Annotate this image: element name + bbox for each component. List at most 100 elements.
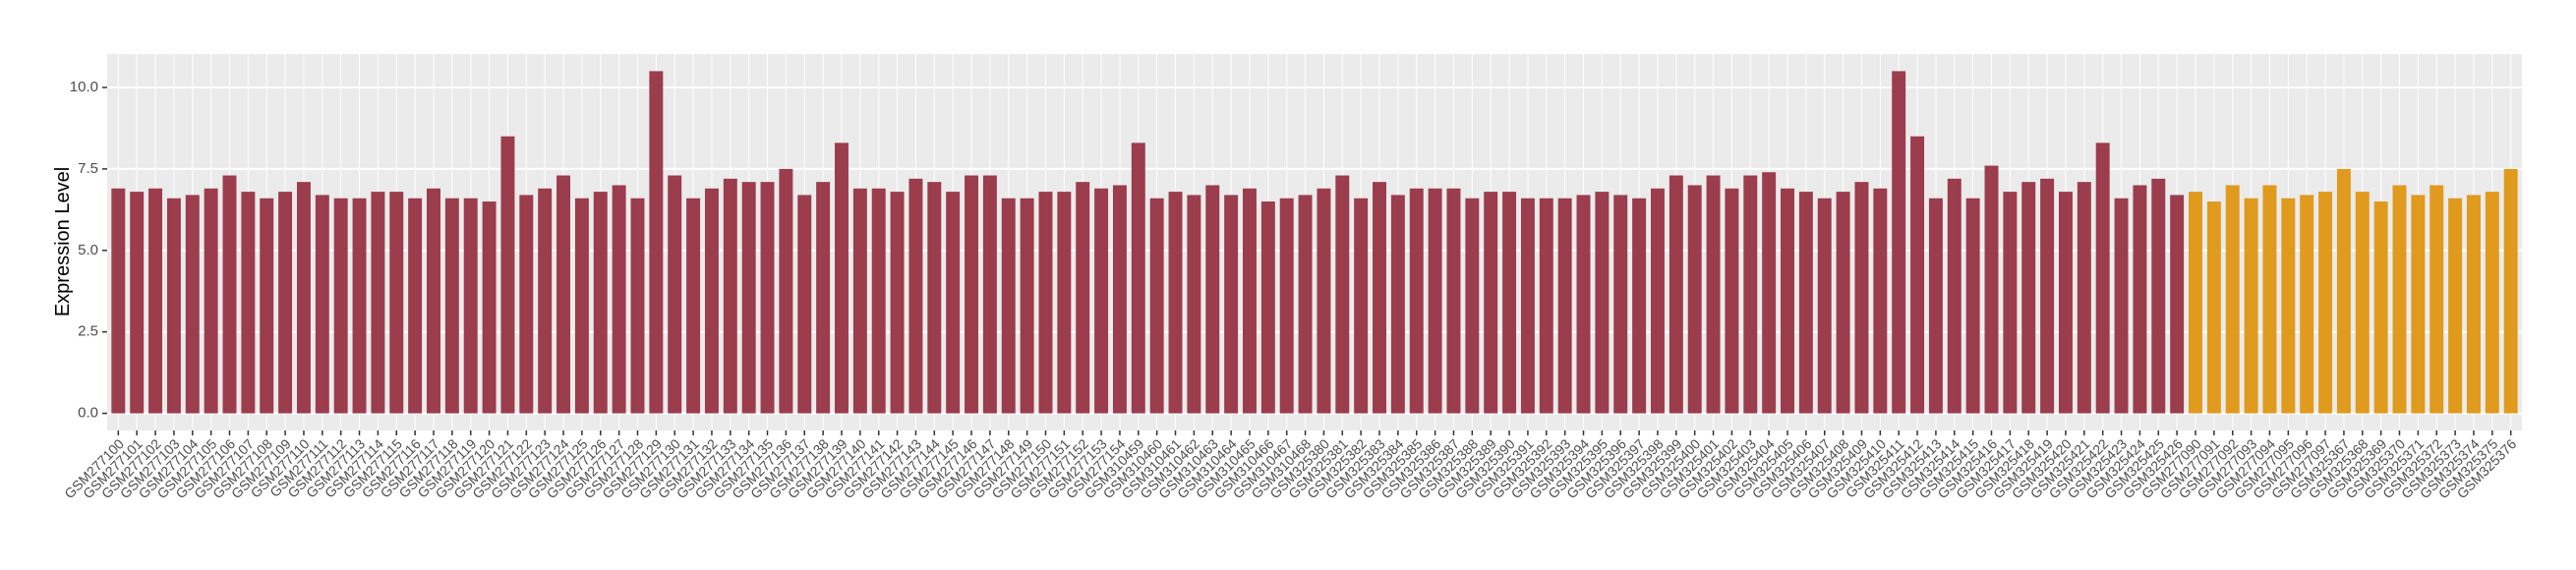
bar bbox=[1947, 178, 1961, 414]
bar bbox=[2373, 201, 2388, 414]
bar bbox=[556, 175, 571, 414]
bar bbox=[1390, 195, 1405, 414]
bar bbox=[779, 168, 793, 414]
bar bbox=[427, 188, 440, 414]
bar bbox=[1502, 192, 1517, 414]
bar bbox=[2021, 182, 2036, 414]
bar bbox=[1076, 182, 1090, 414]
bar bbox=[1168, 192, 1183, 414]
bar bbox=[574, 198, 589, 414]
bar bbox=[2392, 185, 2407, 414]
bar bbox=[296, 182, 311, 414]
bar bbox=[835, 142, 849, 414]
bar bbox=[352, 198, 367, 414]
bar bbox=[1928, 198, 1943, 414]
bar bbox=[1854, 182, 1869, 414]
bar bbox=[482, 201, 497, 414]
bar bbox=[519, 195, 534, 414]
bar bbox=[2095, 142, 2110, 414]
bar bbox=[2040, 178, 2055, 414]
bar bbox=[723, 178, 737, 414]
bar bbox=[2262, 185, 2277, 414]
bar bbox=[130, 192, 145, 414]
bar bbox=[241, 192, 256, 414]
bar bbox=[185, 195, 200, 414]
bar bbox=[2336, 168, 2351, 414]
bar bbox=[2411, 195, 2426, 414]
bar bbox=[1539, 198, 1553, 414]
bar bbox=[741, 182, 756, 414]
bar bbox=[1836, 192, 1850, 414]
bar bbox=[1873, 188, 1888, 414]
bar bbox=[371, 192, 385, 414]
bar bbox=[1354, 198, 1369, 414]
bar bbox=[1001, 198, 1016, 414]
bar bbox=[612, 185, 626, 414]
bar bbox=[927, 182, 942, 414]
bar bbox=[1576, 195, 1591, 414]
bar bbox=[1205, 185, 1220, 414]
bar bbox=[1224, 195, 1239, 414]
bar bbox=[982, 175, 997, 414]
bar bbox=[1650, 188, 1665, 414]
bar bbox=[2355, 192, 2370, 414]
bar bbox=[797, 195, 812, 414]
bar bbox=[2151, 178, 2166, 414]
bar bbox=[1149, 198, 1164, 414]
bar bbox=[871, 188, 886, 414]
bar bbox=[965, 175, 979, 414]
bar bbox=[2466, 195, 2481, 414]
bar bbox=[1595, 192, 1610, 414]
bar bbox=[2133, 185, 2147, 414]
bar bbox=[315, 195, 329, 414]
bar bbox=[2170, 195, 2185, 414]
bar bbox=[2281, 198, 2296, 414]
bar bbox=[1242, 188, 1257, 414]
bar bbox=[1020, 198, 1034, 414]
bar bbox=[668, 175, 682, 414]
y-tick-label: 10.0 bbox=[70, 79, 98, 95]
bar bbox=[2077, 182, 2091, 414]
bar bbox=[1892, 71, 1906, 414]
bar bbox=[2448, 198, 2463, 414]
bar bbox=[1279, 198, 1294, 414]
bar bbox=[333, 198, 348, 414]
bar bbox=[2058, 192, 2073, 414]
bar bbox=[704, 188, 719, 414]
bar bbox=[444, 198, 459, 414]
bar bbox=[2300, 195, 2314, 414]
bar bbox=[389, 192, 404, 414]
bar bbox=[630, 198, 645, 414]
bar bbox=[500, 136, 515, 414]
y-tick-label: 2.5 bbox=[78, 323, 98, 340]
bar bbox=[649, 71, 664, 414]
bar bbox=[946, 192, 961, 414]
bar bbox=[1613, 195, 1628, 414]
bar bbox=[2318, 192, 2333, 414]
y-tick-label: 7.5 bbox=[78, 160, 98, 177]
bar bbox=[1798, 192, 1813, 414]
bar bbox=[890, 192, 905, 414]
bar bbox=[1965, 198, 1980, 414]
bar bbox=[1520, 198, 1535, 414]
y-tick-label: 0.0 bbox=[78, 405, 98, 422]
bar bbox=[1428, 188, 1442, 414]
bar bbox=[760, 182, 775, 414]
bar bbox=[1725, 188, 1739, 414]
bar bbox=[222, 175, 237, 414]
bar bbox=[1094, 188, 1109, 414]
bar bbox=[1335, 175, 1350, 414]
bar bbox=[1762, 172, 1777, 414]
bar bbox=[686, 198, 701, 414]
bar bbox=[1632, 198, 1647, 414]
bar bbox=[908, 178, 923, 414]
bar bbox=[1743, 175, 1758, 414]
bar bbox=[166, 198, 181, 414]
bar bbox=[1317, 188, 1331, 414]
bar bbox=[1465, 198, 1480, 414]
bar bbox=[204, 188, 218, 414]
bar bbox=[1706, 175, 1721, 414]
bar bbox=[1187, 195, 1201, 414]
bar bbox=[2430, 185, 2444, 414]
bar bbox=[2114, 198, 2129, 414]
